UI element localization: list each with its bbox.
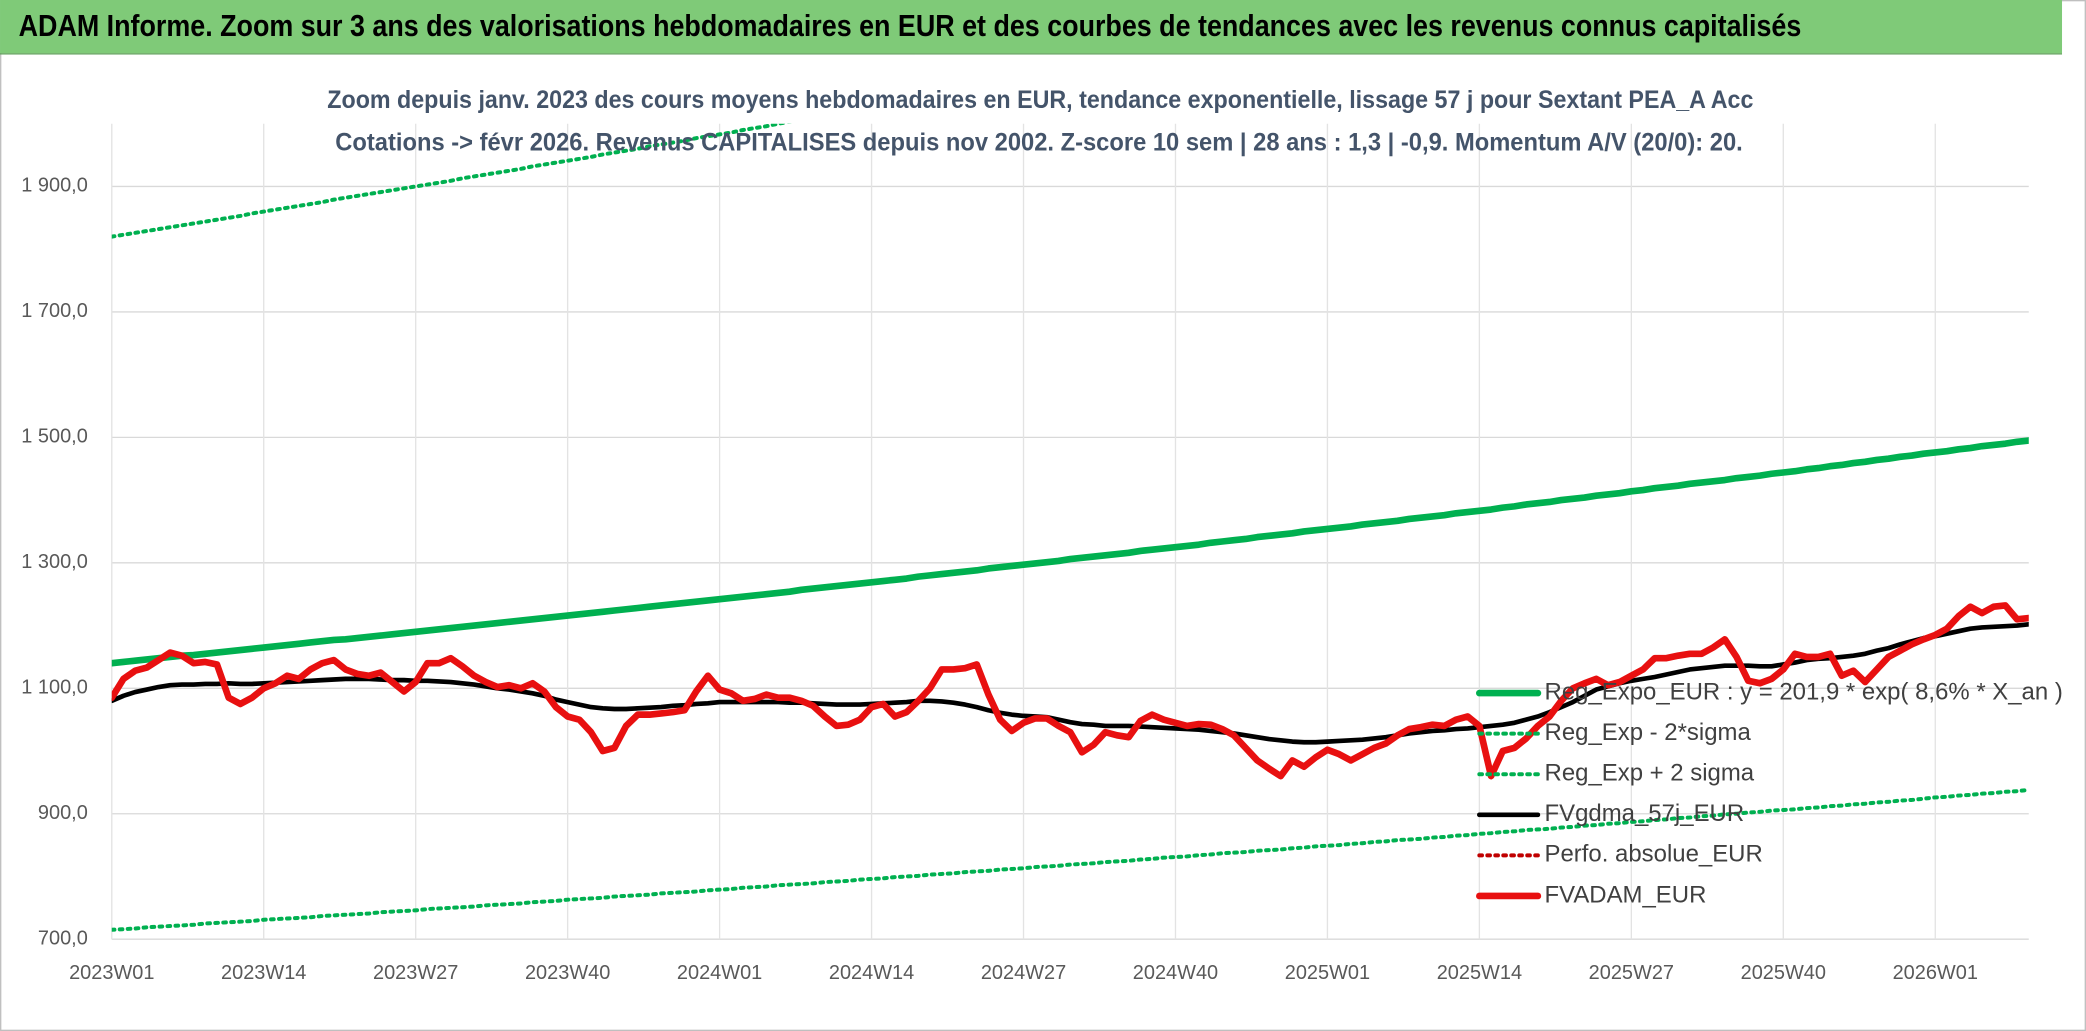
x-tick-label: 2024W14 [829, 962, 914, 984]
x-tick-label: 2026W01 [1893, 962, 1978, 984]
series-line [111, 621, 2029, 745]
axis-labels: 700,0 900,0 1 100,0 1 300,0 1 500,0 1 700,0 1 … [21, 175, 1978, 984]
series-line [111, 787, 2029, 932]
x-tick-label: 2025W01 [1285, 962, 1370, 984]
y-tick-label: 1 100,0 [21, 677, 88, 699]
x-tick-label: 2025W40 [1741, 962, 1826, 984]
y-tick-label: 1 500,0 [21, 426, 88, 448]
header-band [0, 0, 2063, 54]
x-tick-label: 2024W40 [1133, 962, 1218, 984]
x-tick-label: 2025W14 [1437, 962, 1522, 984]
x-tick-label: 2024W01 [677, 962, 762, 984]
page-title: ADAM Informe. Zoom sur 3 ans des valoris… [19, 9, 1802, 43]
y-tick-label: 700,0 [38, 927, 88, 949]
grid [111, 123, 2029, 940]
legend: Reg_Expo_EUR : y = 201,9 * exp( 8,6% * X… [1476, 678, 2063, 908]
x-tick-label: 2023W14 [221, 962, 306, 984]
series-line [111, 123, 791, 239]
y-tick-label: 900,0 [38, 802, 88, 824]
series-line [111, 602, 2029, 780]
y-tick-label: 1 300,0 [21, 551, 88, 573]
y-tick-label: 1 700,0 [21, 300, 88, 322]
x-tick-label: 2024W27 [981, 962, 1066, 984]
legend-label: Reg_Expo_EUR : y = 201,9 * exp( 8,6% * X… [1545, 678, 2063, 705]
legend-label: Reg_Exp - 2*sigma [1545, 719, 1752, 746]
x-tick-label: 2023W40 [525, 962, 610, 984]
chart-title: Zoom depuis janv. 2023 des cours moyens … [327, 86, 1753, 114]
x-tick-label: 2023W27 [373, 962, 458, 984]
x-tick-label: 2025W27 [1589, 962, 1674, 984]
plot-lines [111, 123, 2029, 932]
legend-label: Perfo. absolue_EUR [1545, 841, 1763, 868]
y-tick-label: 1 900,0 [21, 175, 88, 197]
series-line [111, 437, 2029, 667]
legend-label: FVADAM_EUR [1545, 881, 1707, 908]
legend-label: Reg_Exp + 2 sigma [1545, 760, 1755, 787]
chart-subtitle: Cotations -> févr 2026. Revenus CAPITALI… [335, 128, 1742, 156]
x-tick-label: 2023W01 [69, 962, 154, 984]
legend-label: FVgdma_57j_EUR [1545, 800, 1745, 827]
